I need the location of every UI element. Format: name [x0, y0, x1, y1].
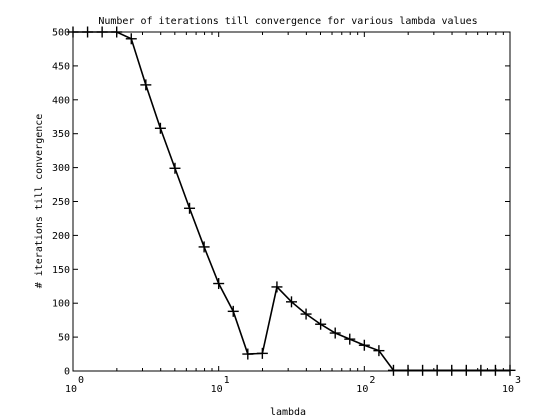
data-point-marker [82, 26, 94, 38]
y-tick-labels: 0 50 100 150 200 250 300 350 400 450 500 [52, 28, 70, 378]
x-tick-label-base: 10 [211, 384, 223, 395]
data-point-marker [446, 364, 458, 376]
data-point-marker [285, 296, 297, 308]
data-point-marker [344, 333, 356, 345]
data-point-marker [373, 345, 385, 357]
y-tick-label: 50 [58, 333, 70, 344]
data-point-marker [198, 241, 210, 253]
y-tick-label: 0 [64, 367, 70, 378]
data-point-marker [140, 79, 152, 91]
y-tick-label: 200 [52, 231, 70, 242]
series-line [73, 31, 510, 372]
data-point-marker [242, 348, 254, 360]
x-axis-label: lambda [270, 407, 306, 418]
data-point-marker [431, 364, 443, 376]
data-point-marker [315, 318, 327, 330]
y-tick-label: 100 [52, 299, 70, 310]
y-axis-label: # iterations till convergence [34, 114, 45, 289]
x-tick-label: 101 [211, 375, 230, 395]
data-point-marker [460, 364, 472, 376]
x-tick-label-exponent: 2 [369, 375, 375, 386]
data-series [67, 26, 516, 376]
x-tick-label-exponent: 3 [515, 375, 521, 386]
data-point-marker [96, 26, 108, 38]
x-tick-label-base: 10 [502, 384, 514, 395]
x-tick-label: 100 [65, 375, 84, 395]
data-point-marker [184, 202, 196, 214]
axis-ticks [72, 31, 511, 372]
y-tick-label: 150 [52, 265, 70, 276]
y-tick-label: 250 [52, 197, 70, 208]
data-point-marker [213, 278, 225, 290]
data-point-marker [271, 281, 283, 293]
data-point-marker [300, 308, 312, 320]
data-point-marker [169, 162, 181, 174]
data-point-marker [67, 26, 79, 38]
x-tick-label-exponent: 0 [78, 375, 84, 386]
x-tick-label-base: 10 [356, 384, 368, 395]
data-point-marker [125, 33, 137, 45]
data-point-marker [227, 305, 239, 317]
data-point-marker [504, 364, 516, 376]
data-point-marker [402, 364, 414, 376]
y-tick-label: 400 [52, 95, 70, 106]
y-tick-label: 300 [52, 163, 70, 174]
data-point-marker [329, 327, 341, 339]
data-point-marker [489, 364, 501, 376]
data-point-marker [256, 347, 268, 359]
plot-area-frame [72, 31, 511, 372]
y-tick-label: 350 [52, 129, 70, 140]
x-tick-label: 102 [356, 375, 375, 395]
data-point-marker [154, 122, 166, 134]
data-point-marker [358, 339, 370, 351]
data-point-marker [475, 364, 487, 376]
data-point-marker [387, 364, 399, 376]
y-tick-label: 450 [52, 61, 70, 72]
data-point-marker [111, 26, 123, 38]
x-tick-label-base: 10 [65, 384, 77, 395]
x-tick-label: 103 [502, 375, 521, 395]
x-tick-label-exponent: 1 [224, 375, 230, 386]
data-point-marker [417, 364, 429, 376]
y-tick-label: 500 [52, 28, 70, 39]
chart-title: Number of iterations till convergence fo… [98, 16, 477, 27]
